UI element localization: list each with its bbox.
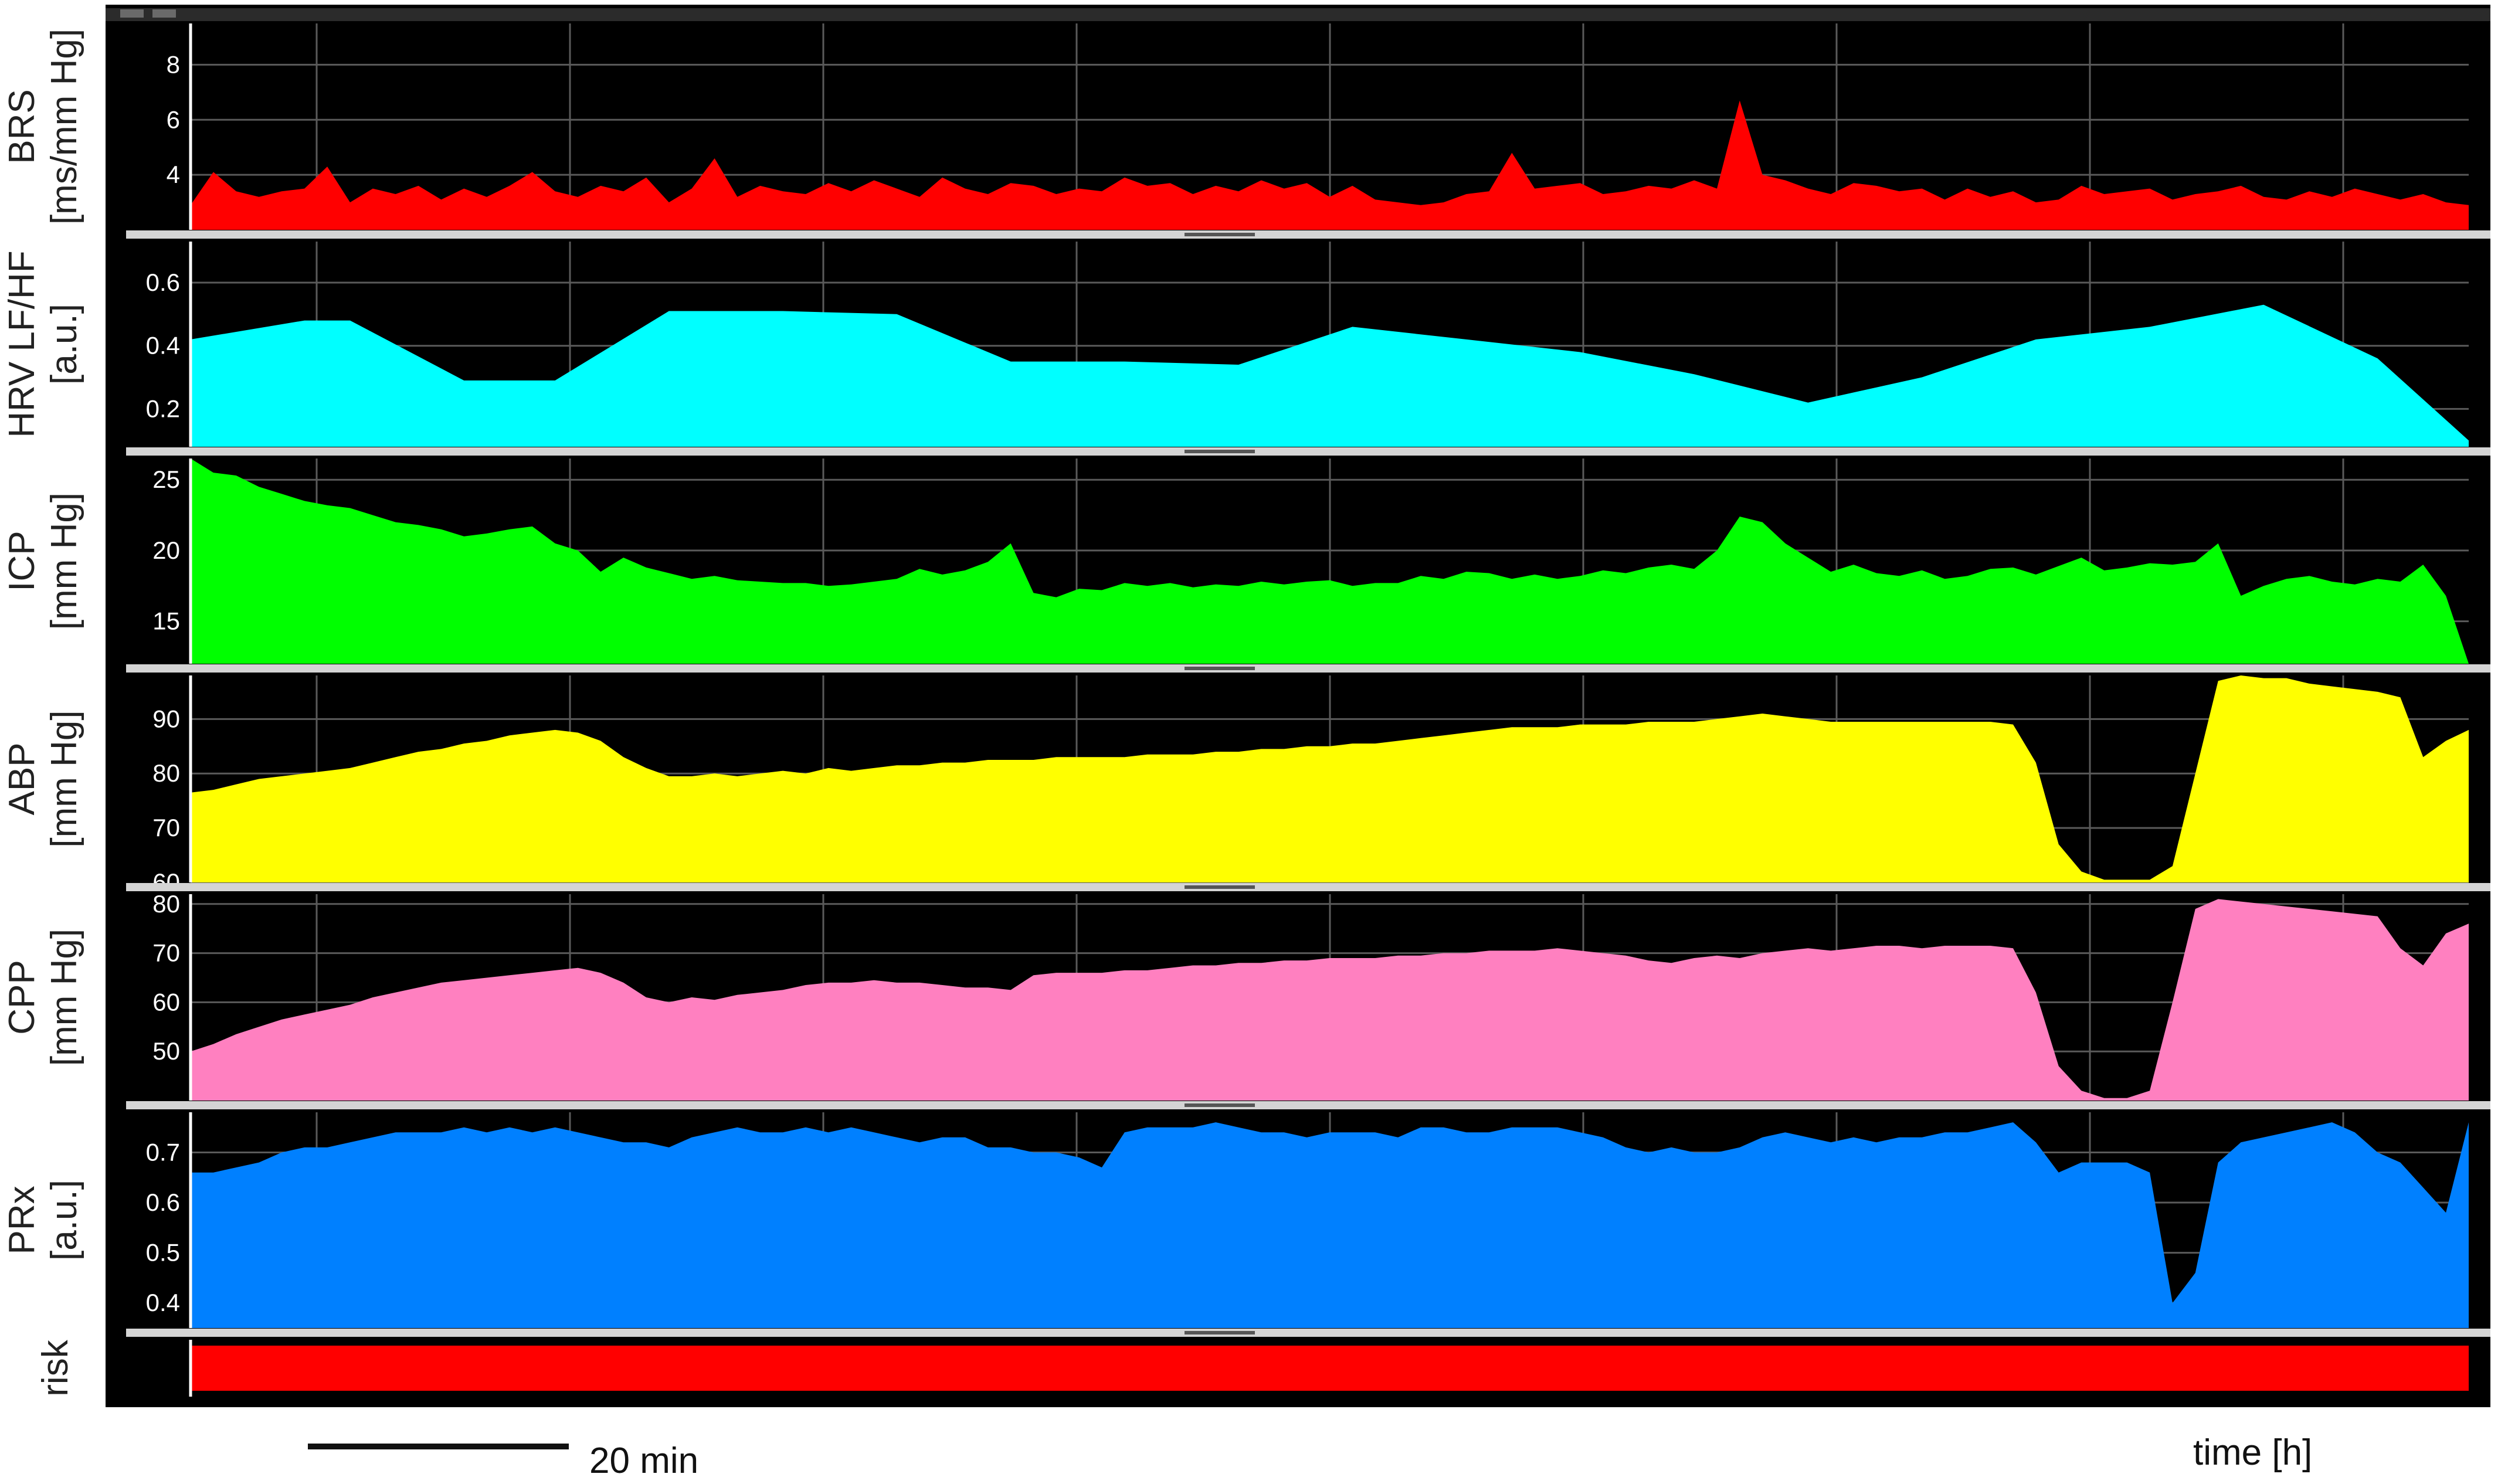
- top-bar-handle-right[interactable]: [152, 9, 176, 18]
- y-tick-label: 0.4: [146, 332, 180, 359]
- scale-bar: 20 min: [308, 1441, 698, 1481]
- y-axis-label: [mm Hg]: [44, 710, 84, 847]
- time-axis-label: time [h]: [2193, 1432, 2312, 1473]
- divider-grip[interactable]: [1185, 1103, 1255, 1107]
- y-tick-label: 6: [167, 106, 180, 133]
- y-axis-label: risk: [35, 1339, 76, 1396]
- y-tick-label: 20: [152, 536, 180, 564]
- series-area-risk: [191, 1346, 2469, 1391]
- y-axis-label: [mm Hg]: [44, 929, 84, 1066]
- y-axis-label: CPP: [2, 960, 42, 1034]
- panel-resize-divider[interactable]: [126, 1101, 2490, 1109]
- y-axis-label: HRV LF/HF: [2, 250, 42, 437]
- panel-resize-divider[interactable]: [126, 1329, 2490, 1337]
- y-tick-label: 0.6: [146, 1188, 180, 1216]
- series-area-icp: [191, 459, 2469, 664]
- y-tick-label: 4: [167, 161, 180, 188]
- y-axis-label: ABP: [2, 742, 42, 815]
- y-tick-label: 0.4: [146, 1289, 180, 1316]
- scale-bar-line: [308, 1444, 569, 1449]
- panel-brs: 4 6 8 BRS [ms/mm Hg]: [2, 23, 2490, 239]
- panel-resize-divider[interactable]: [126, 664, 2490, 673]
- y-tick-label: 0.6: [146, 269, 180, 296]
- panel-prx: 0.4 0.5 0.6 0.7 PRx [a.u.]: [2, 1112, 2490, 1337]
- y-tick-label: 50: [152, 1037, 180, 1065]
- series-area-brs: [191, 100, 2469, 230]
- y-tick-label: 0.5: [146, 1239, 180, 1266]
- divider-grip[interactable]: [1185, 667, 1255, 670]
- top-bar-handle-left[interactable]: [120, 9, 144, 18]
- y-tick-label: 0.2: [146, 395, 180, 422]
- divider-grip[interactable]: [1185, 233, 1255, 236]
- divider-grip[interactable]: [1185, 885, 1255, 889]
- y-tick-label: 15: [152, 607, 180, 635]
- divider-grip[interactable]: [1185, 450, 1255, 453]
- y-axis-label: BRS: [2, 89, 42, 164]
- y-tick-label: 90: [152, 705, 180, 732]
- y-tick-label: 25: [152, 466, 180, 493]
- series-area-hrv-lf-hf: [191, 304, 2469, 447]
- divider-grip[interactable]: [1185, 1331, 1255, 1334]
- y-tick-label: 80: [152, 759, 180, 787]
- panel-risk: risk: [35, 1339, 2472, 1397]
- y-tick-label: 60: [152, 868, 180, 896]
- y-axis-label: ICP: [2, 531, 42, 591]
- y-axis-label: PRx: [2, 1186, 42, 1254]
- panel-icp: 15 20 25 ICP [mm Hg]: [2, 459, 2490, 673]
- y-axis-label: [a.u.]: [44, 1180, 84, 1261]
- top-bar: [106, 8, 2490, 21]
- y-tick-label: 60: [152, 988, 180, 1016]
- series-area-abp: [191, 675, 2469, 882]
- panel-resize-divider[interactable]: [126, 230, 2490, 239]
- y-tick-label: 70: [152, 939, 180, 967]
- y-tick-label: 8: [167, 50, 180, 78]
- series-area-prx: [191, 1122, 2469, 1328]
- panel-cpp: 50 60 70 80 CPP [mm Hg]: [2, 890, 2490, 1109]
- series-area-cpp: [191, 899, 2469, 1101]
- y-tick-label: 80: [152, 890, 180, 918]
- y-axis-label: [a.u.]: [44, 304, 84, 385]
- y-axis-label: [mm Hg]: [44, 493, 84, 630]
- panel-resize-divider[interactable]: [126, 447, 2490, 456]
- panel-resize-divider[interactable]: [126, 883, 2490, 891]
- panel-abp: 60 70 80 90 ABP [mm Hg]: [2, 675, 2490, 896]
- y-tick-label: 0.7: [146, 1138, 180, 1166]
- scale-bar-label: 20 min: [589, 1441, 698, 1481]
- y-tick-label: 70: [152, 814, 180, 841]
- panel-hrv-lf-hf: 0.2 0.4 0.6 HRV LF/HF [a.u.]: [2, 242, 2490, 456]
- y-axis-label: [ms/mm Hg]: [44, 29, 84, 225]
